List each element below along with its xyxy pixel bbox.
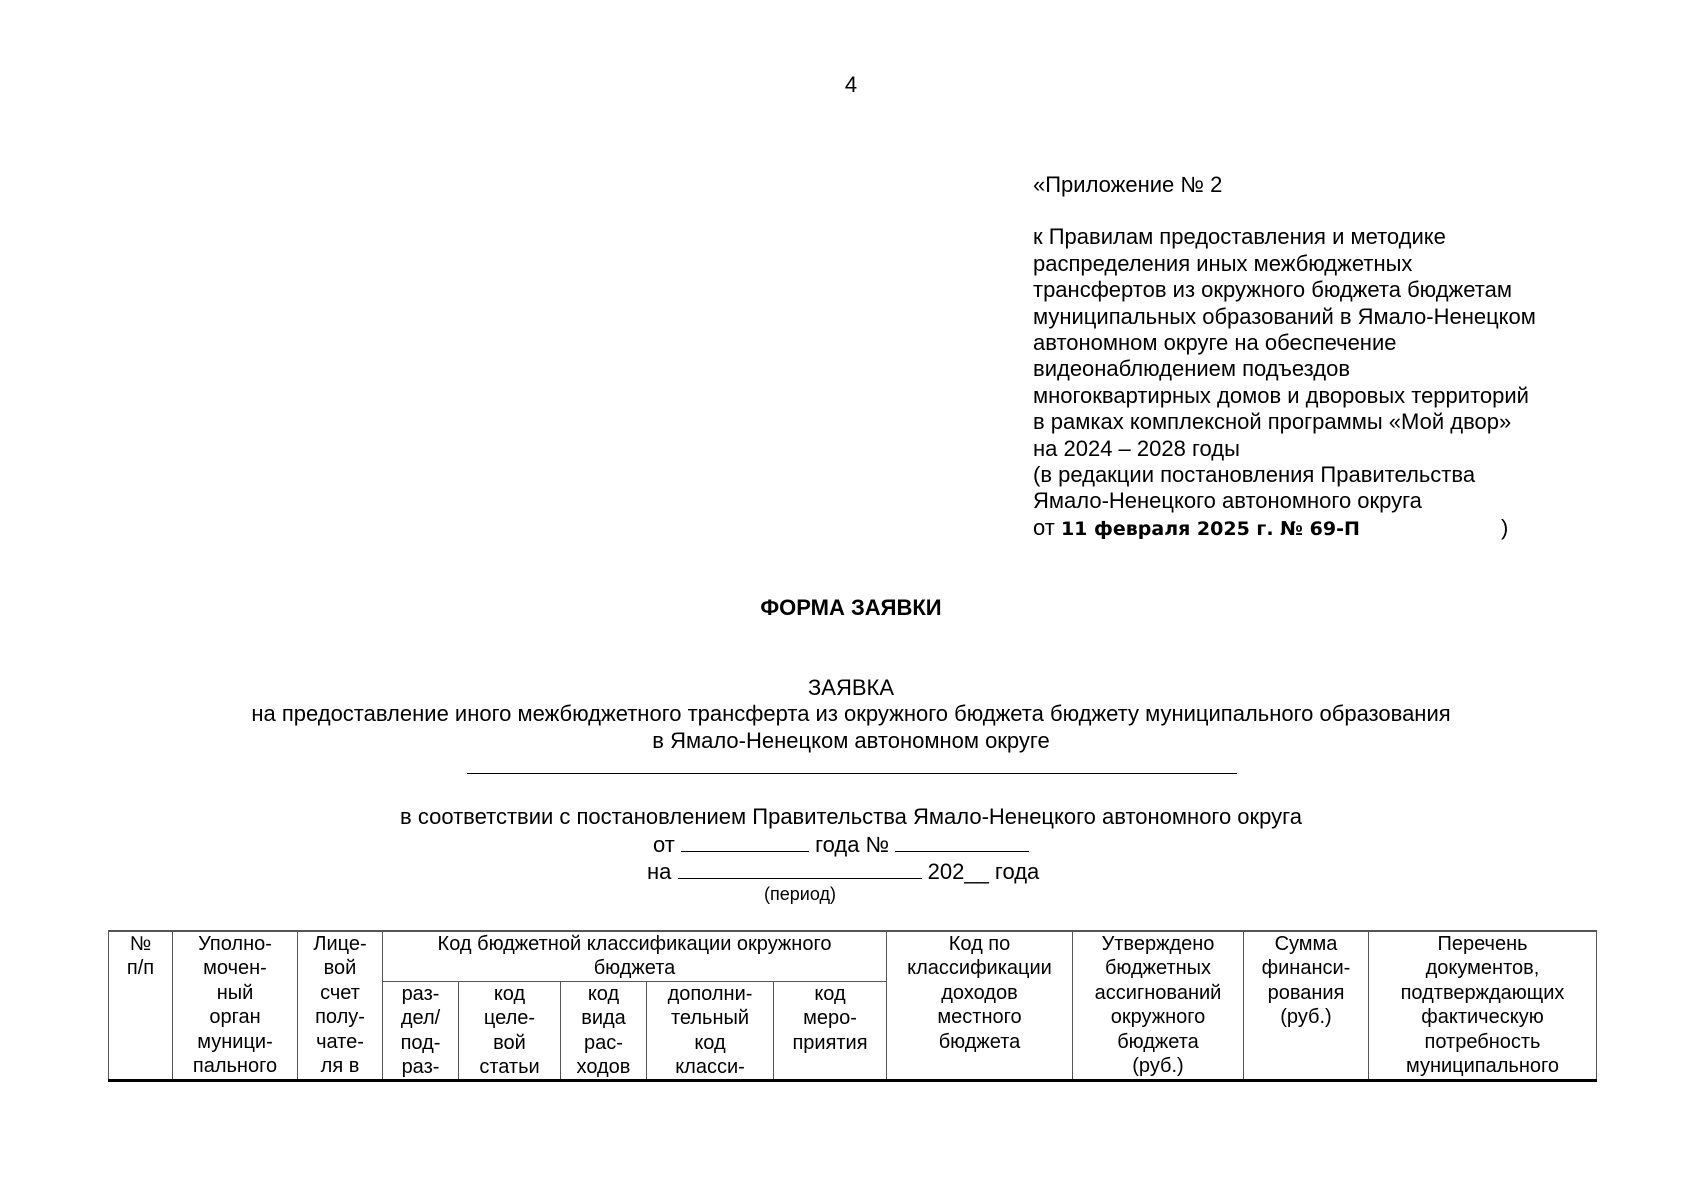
appendix-title: «Приложение № 2 xyxy=(1033,172,1223,197)
header-event: код меро- приятия xyxy=(773,980,887,1082)
request-title: ЗАЯВКА xyxy=(807,675,895,700)
decree-date: 11 февраля 2025 г. № 69-П xyxy=(1060,517,1360,540)
header-docs: Перечень документов, подтверждающих факт… xyxy=(1368,930,1597,1082)
appendix-line: муниципальных образований в Ямало-Ненецк… xyxy=(1033,303,1536,329)
appendix-line: (в редакции постановления Правительства xyxy=(1033,462,1476,488)
header-authority: Уполно- мочен- ный орган муници- пальног… xyxy=(172,930,298,1082)
appendix-line: на 2024 – 2028 годы xyxy=(1033,435,1240,461)
request-line-3: в соответствии с постановлением Правител… xyxy=(400,804,1302,829)
year-label: 202__ года xyxy=(927,859,1040,884)
from-label: от xyxy=(653,832,675,857)
appendix-line: трансфертов из окружного бюджета бюджета… xyxy=(1033,277,1512,303)
header-kbk-group: Код бюджетной классификации окружного бю… xyxy=(382,930,887,982)
period-hint: (период) xyxy=(764,884,836,904)
header-section: раз- дел/ под- раз- xyxy=(382,980,459,1082)
period-blank[interactable] xyxy=(677,858,922,879)
appendix-line: Ямало-Ненецкого автономного округа xyxy=(1033,488,1422,514)
header-target: код целе- вой статьи xyxy=(458,980,561,1082)
appendix-line: к Правилам предоставления и методике xyxy=(1033,224,1446,250)
form-title: ФОРМА ЗАЯВКИ xyxy=(760,595,942,620)
header-sum: Сумма финанси- рования (руб.) xyxy=(1243,930,1369,1082)
header-additional: дополни- тельный код класси- xyxy=(646,980,774,1082)
decree-from-row: от года № xyxy=(653,831,1030,858)
page-number: 4 xyxy=(844,72,858,97)
municipality-blank-line[interactable] xyxy=(467,773,1237,774)
appendix-line: многоквартирных домов и дворовых террито… xyxy=(1033,382,1529,408)
year-no-label: года № xyxy=(815,832,890,857)
period-row: на 202__ года xyxy=(647,858,1039,885)
request-line-1: на предоставление иного межбюджетного тр… xyxy=(251,701,1451,726)
request-table: № п/п Уполно- мочен- ный орган муници- п… xyxy=(108,930,1597,1083)
header-approved: Утверждено бюджетных ассигнований окружн… xyxy=(1072,930,1244,1082)
header-account: Лице- вой счет полу- чате- ля в xyxy=(297,930,383,1082)
on-label: на xyxy=(647,859,672,884)
header-num: № п/п xyxy=(108,930,173,1082)
appendix-line: распределения иных межбюджетных xyxy=(1033,250,1413,276)
appendix-line: в рамках комплексной программы «Мой двор… xyxy=(1033,409,1512,435)
appendix-line: видеонаблюдением подъездов xyxy=(1033,356,1351,382)
close-paren: ) xyxy=(1501,514,1509,540)
header-expense-type: код вида рас- ходов xyxy=(560,980,647,1082)
date-blank[interactable] xyxy=(680,831,809,852)
appendix-block: «Приложение № 2 к Правилам предоставлени… xyxy=(1033,172,1536,542)
request-line-2: в Ямало-Ненецком автономном округе xyxy=(652,728,1050,753)
appendix-line: автономном округе на обеспечение xyxy=(1033,330,1397,356)
number-blank[interactable] xyxy=(895,831,1030,852)
date-prefix: от xyxy=(1033,514,1055,540)
header-local-income: Код по классификации доходов местного бю… xyxy=(886,930,1073,1082)
